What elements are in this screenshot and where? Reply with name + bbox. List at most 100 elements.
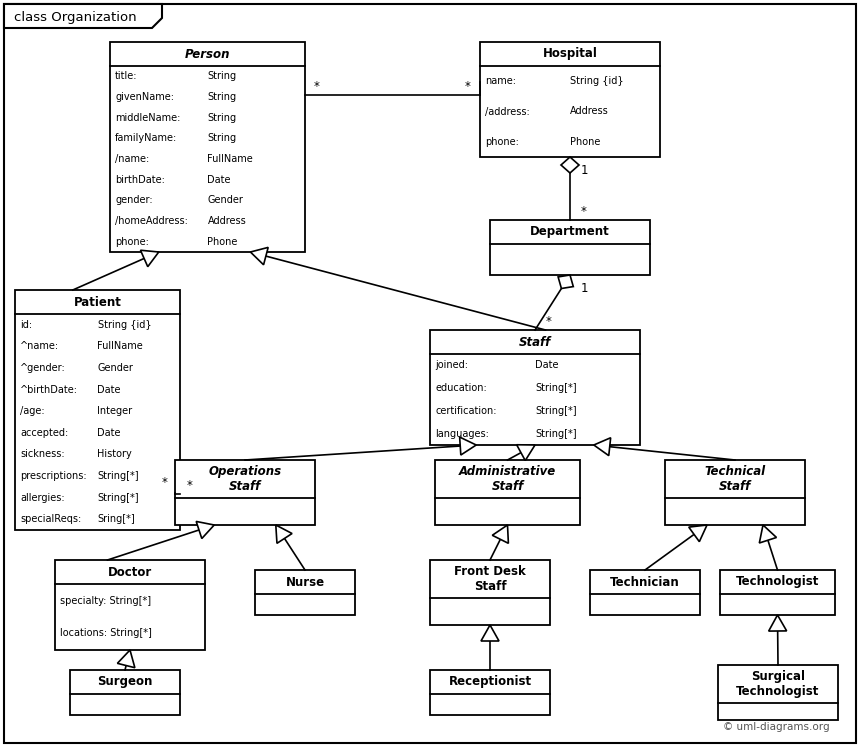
Text: String[*]: String[*] bbox=[535, 429, 576, 438]
Text: familyName:: familyName: bbox=[115, 133, 177, 143]
Text: givenName:: givenName: bbox=[115, 92, 174, 102]
Text: phone:: phone: bbox=[485, 137, 519, 147]
Text: Hospital: Hospital bbox=[543, 48, 598, 61]
Text: id:: id: bbox=[20, 320, 32, 329]
Bar bbox=[255, 570, 355, 615]
Text: /address:: /address: bbox=[485, 107, 530, 117]
Polygon shape bbox=[250, 247, 268, 264]
Text: ^name:: ^name: bbox=[20, 341, 59, 351]
Polygon shape bbox=[492, 525, 508, 543]
Polygon shape bbox=[561, 157, 579, 173]
Polygon shape bbox=[558, 275, 574, 288]
Text: Operations
Staff: Operations Staff bbox=[208, 465, 281, 493]
Bar bbox=[480, 42, 660, 157]
Text: sickness:: sickness: bbox=[20, 450, 64, 459]
Text: *: * bbox=[314, 80, 320, 93]
Polygon shape bbox=[481, 625, 499, 641]
Text: specialReqs:: specialReqs: bbox=[20, 514, 81, 524]
Text: /age:: /age: bbox=[20, 406, 45, 416]
Text: Surgical
Technologist: Surgical Technologist bbox=[736, 670, 820, 698]
Bar bbox=[430, 560, 550, 625]
Text: Date: Date bbox=[97, 385, 121, 394]
Bar bbox=[430, 330, 640, 445]
Text: Staff: Staff bbox=[519, 335, 551, 349]
Text: Technical
Staff: Technical Staff bbox=[704, 465, 765, 493]
Text: middleName:: middleName: bbox=[115, 113, 181, 123]
Text: Address: Address bbox=[207, 216, 246, 226]
Text: String: String bbox=[207, 113, 237, 123]
Text: String: String bbox=[207, 71, 237, 81]
Polygon shape bbox=[759, 525, 777, 543]
Text: Person: Person bbox=[185, 48, 230, 61]
Bar bbox=[720, 570, 835, 615]
Text: Phone: Phone bbox=[570, 137, 600, 147]
Text: Gender: Gender bbox=[207, 195, 243, 205]
Bar bbox=[490, 220, 650, 275]
Text: *: * bbox=[162, 476, 168, 489]
Text: FullName: FullName bbox=[207, 154, 253, 164]
Text: *: * bbox=[581, 205, 587, 219]
Polygon shape bbox=[459, 437, 476, 455]
Text: accepted:: accepted: bbox=[20, 428, 68, 438]
Text: name:: name: bbox=[485, 76, 516, 86]
Text: certification:: certification: bbox=[435, 406, 496, 416]
Text: 1: 1 bbox=[580, 164, 587, 178]
Text: Address: Address bbox=[570, 107, 609, 117]
Polygon shape bbox=[4, 4, 162, 28]
Text: History: History bbox=[97, 450, 132, 459]
Text: phone:: phone: bbox=[115, 237, 149, 247]
Text: ^birthDate:: ^birthDate: bbox=[20, 385, 78, 394]
Text: allergies:: allergies: bbox=[20, 492, 64, 503]
Text: *: * bbox=[187, 480, 193, 492]
Bar bbox=[15, 290, 180, 530]
Text: Front Desk
Staff: Front Desk Staff bbox=[454, 565, 525, 593]
Text: title:: title: bbox=[115, 71, 138, 81]
Bar bbox=[110, 42, 305, 252]
Text: ^gender:: ^gender: bbox=[20, 363, 65, 373]
Polygon shape bbox=[140, 250, 159, 267]
Text: String: String bbox=[207, 133, 237, 143]
Text: birthDate:: birthDate: bbox=[115, 175, 165, 185]
Text: Administrative
Staff: Administrative Staff bbox=[459, 465, 556, 493]
Polygon shape bbox=[689, 525, 707, 542]
Text: Patient: Patient bbox=[74, 296, 121, 309]
Text: class Organization: class Organization bbox=[14, 11, 137, 25]
Text: *: * bbox=[546, 315, 552, 329]
Text: prescriptions:: prescriptions: bbox=[20, 471, 87, 481]
Text: 1: 1 bbox=[580, 282, 587, 296]
Text: locations: String[*]: locations: String[*] bbox=[60, 628, 152, 639]
Polygon shape bbox=[276, 525, 292, 543]
Text: String: String bbox=[207, 92, 237, 102]
Text: Phone: Phone bbox=[207, 237, 238, 247]
Bar bbox=[175, 460, 315, 525]
Bar bbox=[430, 670, 550, 715]
Text: *: * bbox=[465, 80, 471, 93]
Text: education:: education: bbox=[435, 383, 487, 393]
Text: Nurse: Nurse bbox=[286, 575, 324, 589]
Text: Receptionist: Receptionist bbox=[448, 675, 531, 689]
Text: gender:: gender: bbox=[115, 195, 152, 205]
Text: Technician: Technician bbox=[610, 575, 680, 589]
Bar bbox=[665, 460, 805, 525]
Text: /name:: /name: bbox=[115, 154, 150, 164]
Text: String {id}: String {id} bbox=[97, 320, 151, 329]
Bar bbox=[70, 670, 180, 715]
Text: © uml-diagrams.org: © uml-diagrams.org bbox=[723, 722, 830, 732]
Text: Gender: Gender bbox=[97, 363, 133, 373]
Text: /homeAddress:: /homeAddress: bbox=[115, 216, 187, 226]
Text: String[*]: String[*] bbox=[535, 406, 576, 416]
Text: Surgeon: Surgeon bbox=[97, 675, 153, 689]
Bar bbox=[718, 665, 838, 720]
Polygon shape bbox=[769, 615, 787, 631]
Text: String[*]: String[*] bbox=[97, 471, 139, 481]
Bar bbox=[590, 570, 700, 615]
Text: joined:: joined: bbox=[435, 360, 468, 371]
Text: languages:: languages: bbox=[435, 429, 488, 438]
Text: Date: Date bbox=[535, 360, 558, 371]
Text: Doctor: Doctor bbox=[108, 565, 152, 578]
Text: specialty: String[*]: specialty: String[*] bbox=[60, 595, 151, 606]
Bar bbox=[435, 460, 580, 525]
Polygon shape bbox=[593, 438, 611, 456]
Text: Date: Date bbox=[97, 428, 121, 438]
Text: Technologist: Technologist bbox=[736, 575, 820, 589]
